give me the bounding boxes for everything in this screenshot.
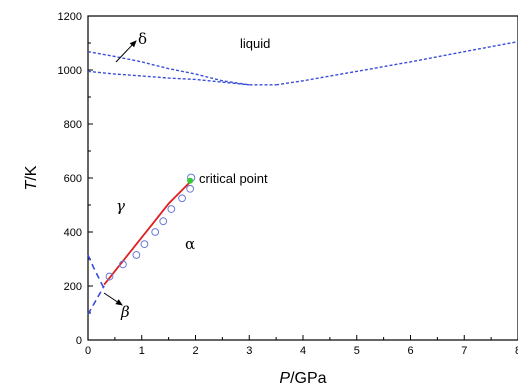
- y-tick-label-0: 0: [76, 335, 82, 347]
- phase-boundaries: [87, 40, 518, 315]
- x-tick-label-1: 1: [139, 345, 145, 357]
- beta-arrow: [103, 292, 123, 306]
- y-tick-label-3: 600: [64, 173, 82, 185]
- x-tick-label-6: 6: [407, 345, 413, 357]
- data-point-5: [159, 217, 168, 226]
- y-axis-title-symbol: T: [23, 179, 40, 190]
- phase-label-liquid: liquid: [240, 36, 270, 51]
- data-point-4: [151, 228, 160, 236]
- y-axis-title: T/K: [23, 165, 40, 190]
- data-point-1: [119, 260, 127, 269]
- boundary-delta-liquid-lower: [87, 70, 250, 86]
- y-axis-title-unit: /K: [23, 165, 40, 180]
- data-point-8: [186, 184, 195, 193]
- phase-label-alpha: α: [185, 235, 195, 253]
- x-tick-label-0: 0: [85, 345, 91, 357]
- x-tick-label-5: 5: [354, 345, 360, 357]
- fit-line-group: [103, 181, 191, 286]
- phase-label-gamma: γ: [116, 197, 125, 215]
- boundary-delta-liquid-upper: [87, 50, 277, 86]
- y-tick-label-1: 200: [64, 281, 82, 293]
- boundary-gamma-beta: [87, 254, 105, 290]
- data-point-2: [132, 251, 141, 259]
- delta-arrow: [115, 40, 137, 63]
- y-tick-label-4: 800: [64, 119, 82, 131]
- x-tick-label-3: 3: [246, 345, 252, 357]
- phase-label-delta: δ: [138, 30, 147, 48]
- x-axis-title-symbol: P: [279, 370, 290, 387]
- boundary-alpha-liquid: [276, 40, 518, 86]
- data-point-6: [167, 205, 176, 213]
- data-point-3: [140, 240, 149, 249]
- y-tick-label-2: 400: [64, 227, 82, 239]
- x-tick-label-7: 7: [461, 345, 467, 357]
- x-axis-title-unit: /GPa: [290, 370, 327, 387]
- x-tick-label-4: 4: [300, 345, 306, 357]
- x-axis-title: P/GPa: [279, 370, 326, 387]
- phase-label-beta: β: [120, 303, 130, 321]
- y-tick-label-5: 1000: [58, 65, 82, 77]
- fit-line: [103, 181, 191, 286]
- x-tick-label-8: 8: [515, 345, 518, 357]
- data-point-7: [178, 194, 186, 203]
- boundary-alpha-beta: [87, 285, 105, 315]
- x-tick-label-2: 2: [192, 345, 198, 357]
- critical-point-label: critical point: [199, 171, 268, 186]
- y-tick-label-6: 1200: [58, 11, 82, 23]
- data-point-0: [105, 272, 114, 281]
- data-points-group: [105, 184, 195, 281]
- critical-point-marker: [187, 177, 194, 184]
- x-axis-ticks: 0 1 2 3 4 5 6 7 8: [85, 335, 518, 357]
- critical-point-group: [187, 173, 196, 184]
